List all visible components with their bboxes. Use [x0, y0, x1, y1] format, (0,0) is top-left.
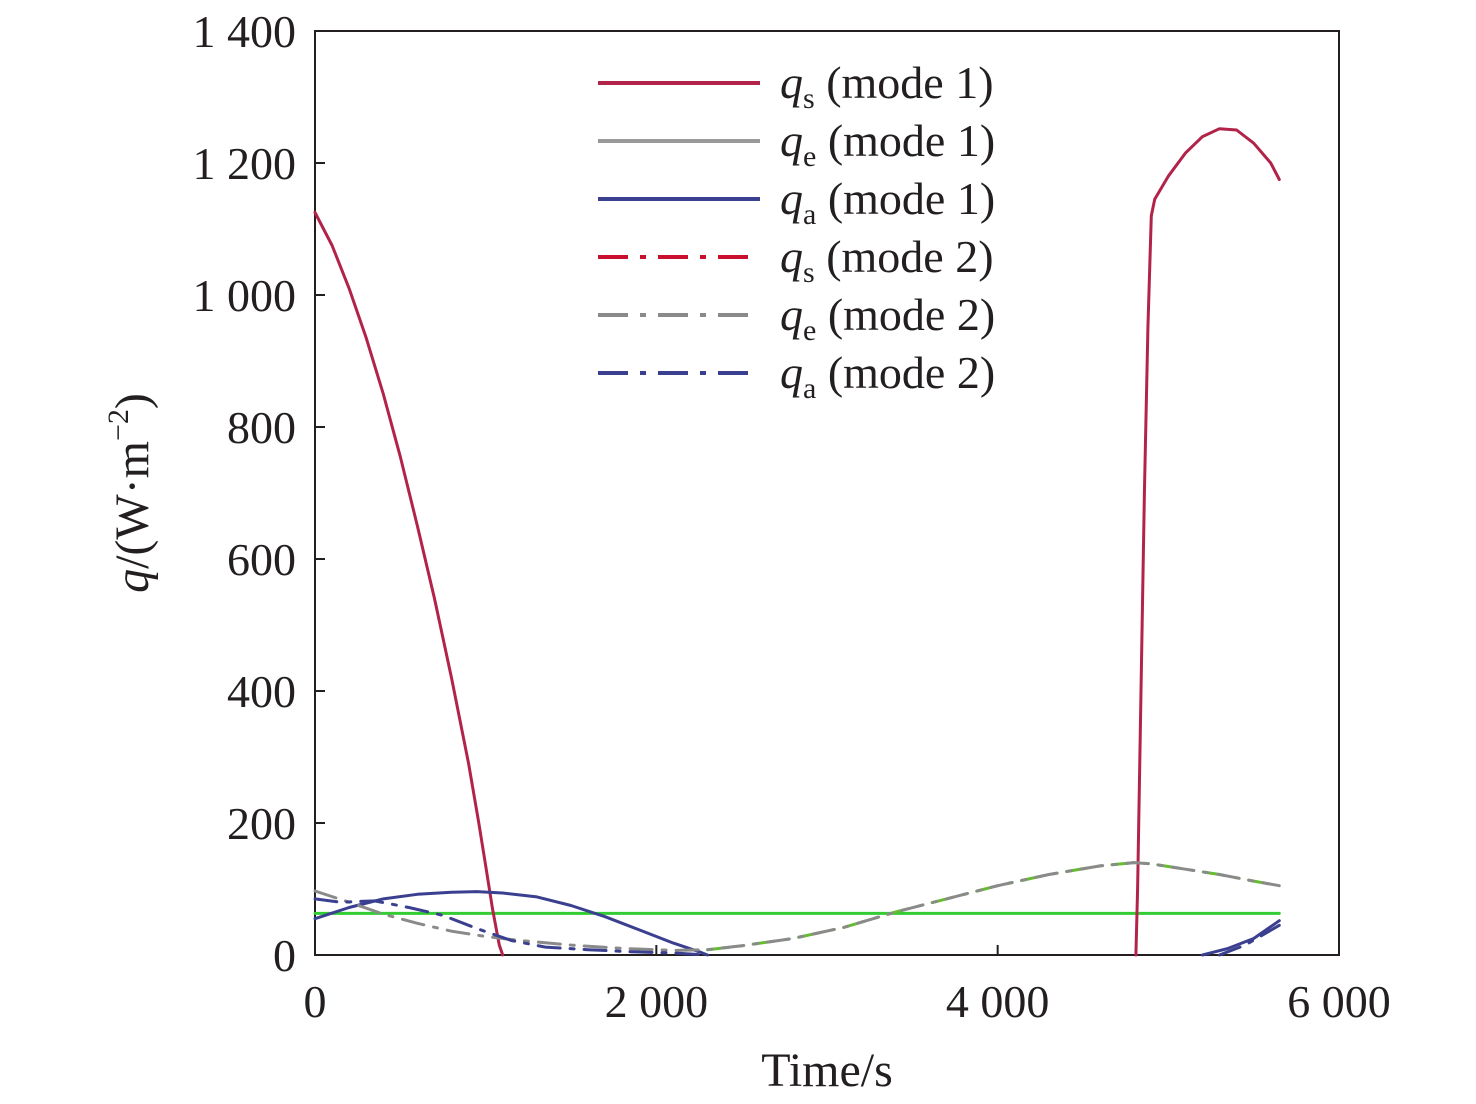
legend-label-0: qs (mode 1): [780, 57, 994, 115]
legend-label-2: qa (mode 1): [780, 173, 995, 231]
x-tick-label-3: 6 000: [1287, 976, 1391, 1027]
legend-label-3: qs (mode 2): [780, 231, 994, 289]
y-axis-title: q/(W·m−2): [102, 393, 159, 593]
y-tick-label-2: 400: [227, 666, 296, 717]
legend: qs (mode 1)qe (mode 1)qa (mode 1)qs (mod…: [598, 57, 995, 405]
y-tick-label-4: 800: [227, 402, 296, 453]
legend-label-4: qe (mode 2): [780, 289, 995, 347]
y-axis-unit-exponent: −2: [102, 409, 135, 441]
y-tick-label-5: 1 000: [193, 270, 297, 321]
x-axis-title: Time/s: [761, 1044, 893, 1097]
series-2-line-0: [313, 890, 709, 957]
y-tick-label-1: 200: [227, 798, 296, 849]
y-tick-label-6: 1 200: [193, 138, 297, 189]
series-5-line-0: [313, 897, 709, 957]
legend-label-1: qe (mode 1): [780, 115, 995, 173]
series-2-line-1: [1201, 919, 1281, 957]
x-tick-label-2: 4 000: [946, 976, 1050, 1027]
x-tick-label-0: 0: [304, 976, 327, 1027]
series-4-line-0: [313, 861, 1281, 952]
series-5-line-1: [1218, 923, 1281, 957]
y-tick-label-7: 1 400: [193, 6, 297, 57]
plot-frame: [314, 30, 1340, 956]
y-axis-unit-close: ): [106, 393, 159, 409]
y-axis-unit: /(W·m: [106, 441, 159, 569]
series-0-line-0: [313, 211, 505, 957]
series-layer: [313, 127, 1281, 957]
series-0-line-1: [1134, 127, 1281, 957]
x-tick-label-1: 2 000: [605, 976, 709, 1027]
legend-label-5: qa (mode 2): [780, 347, 995, 405]
y-axis-symbol: q: [106, 569, 159, 593]
ticks-layer: 0 2 000 4 000 6 000 0 200 400 600 800 1 000 1 200 1…: [193, 6, 1391, 1027]
y-tick-label-3: 600: [227, 534, 296, 585]
y-tick-label-0: 0: [273, 930, 296, 981]
unlabeled-series-1-line-0: [706, 861, 1281, 952]
